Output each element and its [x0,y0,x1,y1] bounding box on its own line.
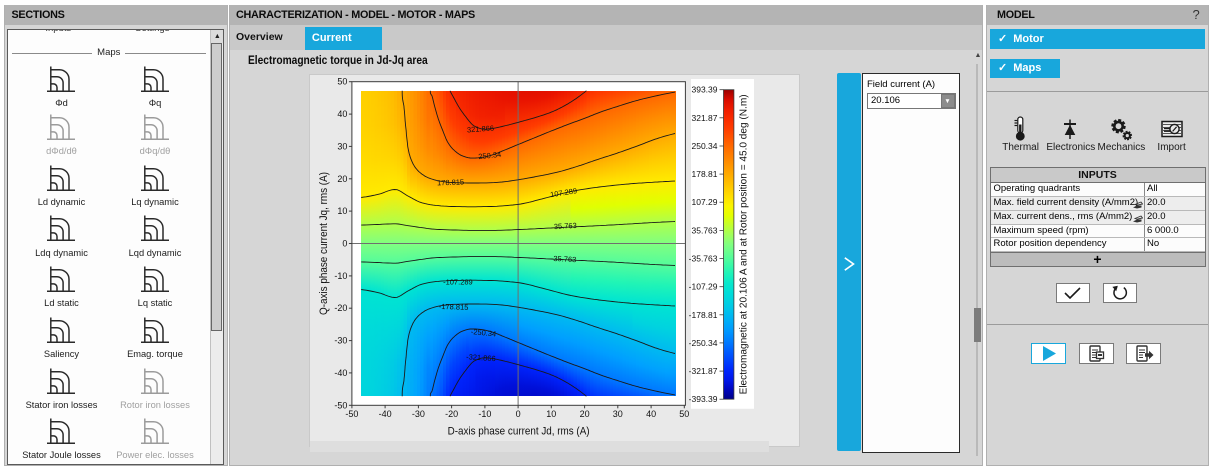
svg-text:-30: -30 [334,336,347,346]
svg-text:40: 40 [337,109,347,119]
svg-text:30: 30 [337,141,347,151]
svg-text:30: 30 [613,409,623,419]
svg-text:-35.763: -35.763 [689,254,718,264]
svg-text:-40: -40 [334,368,347,378]
svg-text:-321.866: -321.866 [466,352,496,363]
svg-text:50: 50 [679,409,689,419]
svg-text:-321.87: -321.87 [689,366,718,376]
svg-text:-50: -50 [345,409,358,419]
svg-text:-10: -10 [334,271,347,281]
svg-text:250.34: 250.34 [478,150,502,161]
svg-text:-107.289: -107.289 [443,278,473,287]
svg-text:107.289: 107.289 [550,186,578,199]
svg-text:-250.34: -250.34 [470,327,496,339]
svg-text:321.87: 321.87 [692,113,718,123]
svg-text:0: 0 [516,409,521,419]
svg-text:-393.39: -393.39 [689,394,718,404]
svg-text:-35.763: -35.763 [551,254,577,264]
svg-text:-10: -10 [478,409,491,419]
svg-text:0: 0 [342,239,347,249]
svg-text:Q-axis phase current Jq, rms (: Q-axis phase current Jq, rms (A) [318,172,330,315]
svg-text:-178.81: -178.81 [689,310,718,320]
svg-text:40: 40 [646,409,656,419]
svg-text:-20: -20 [334,303,347,313]
svg-text:10: 10 [546,409,556,419]
svg-text:35.763: 35.763 [692,225,718,235]
svg-text:178.815: 178.815 [437,177,464,187]
svg-text:107.29: 107.29 [692,197,718,207]
svg-text:D-axis phase current Jd, rms (: D-axis phase current Jd, rms (A) [448,426,590,438]
svg-text:-20: -20 [445,409,458,419]
svg-text:250.34: 250.34 [692,141,718,151]
svg-text:393.39: 393.39 [692,85,718,95]
svg-text:10: 10 [337,206,347,216]
svg-text:-107.29: -107.29 [689,282,718,292]
svg-text:-250.34: -250.34 [689,338,718,348]
svg-text:-40: -40 [379,409,392,419]
svg-text:Electromagnetic at 20.106 A an: Electromagnetic at 20.106 A and at Rotor… [739,94,750,394]
svg-text:178.81: 178.81 [692,169,718,179]
svg-text:20: 20 [580,409,590,419]
svg-text:20: 20 [337,174,347,184]
svg-text:-30: -30 [412,409,425,419]
svg-text:-50: -50 [334,400,347,410]
svg-text:35.763: 35.763 [554,221,577,231]
svg-text:-178.815: -178.815 [439,302,469,312]
svg-text:321.866: 321.866 [467,124,495,135]
svg-text:50: 50 [337,77,347,87]
